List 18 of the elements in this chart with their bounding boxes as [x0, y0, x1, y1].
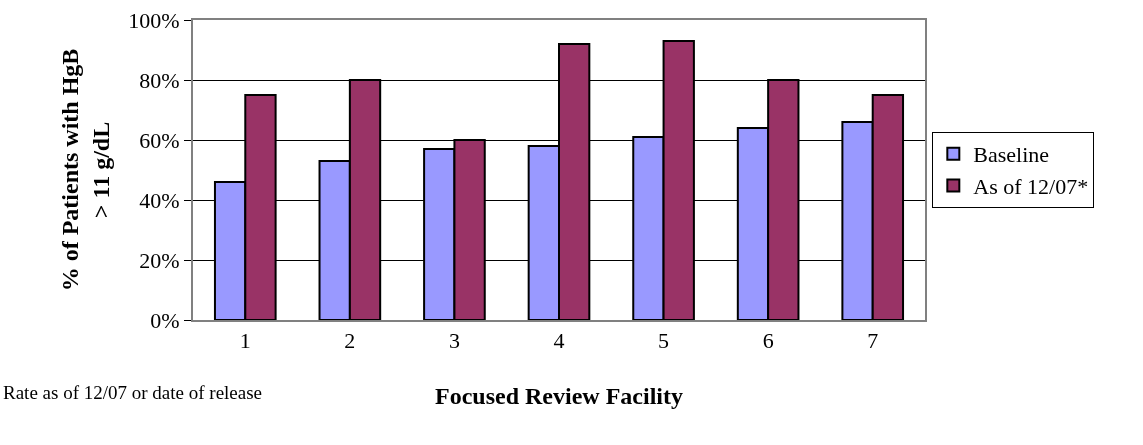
x-tick-label: 5: [658, 328, 670, 354]
legend-label: As of 12/07*: [973, 173, 1089, 199]
x-tick-label: 1: [239, 328, 251, 354]
y-tick-label: 0%: [150, 307, 180, 333]
legend-label: Baseline: [973, 142, 1050, 168]
x-tick-label: 2: [344, 328, 356, 354]
x-tick-label: 4: [553, 328, 565, 354]
x-tick-label: 3: [448, 328, 460, 354]
x-tick-label: 6: [762, 328, 774, 354]
y-tick-label: 40%: [139, 187, 180, 213]
x-tick-label: 7: [867, 328, 879, 354]
y-axis-title: % of Patients with HgB > 11 g/dL: [56, 48, 114, 292]
text: Rate as of 12/07 or date of release: [3, 382, 263, 403]
x-axis-title: Focused Review Facility: [435, 383, 683, 410]
y-tick-label: 100%: [128, 7, 180, 33]
y-tick-label: 80%: [139, 67, 180, 93]
y-tick-label: 60%: [139, 127, 180, 153]
y-tick-label: 20%: [139, 247, 180, 273]
